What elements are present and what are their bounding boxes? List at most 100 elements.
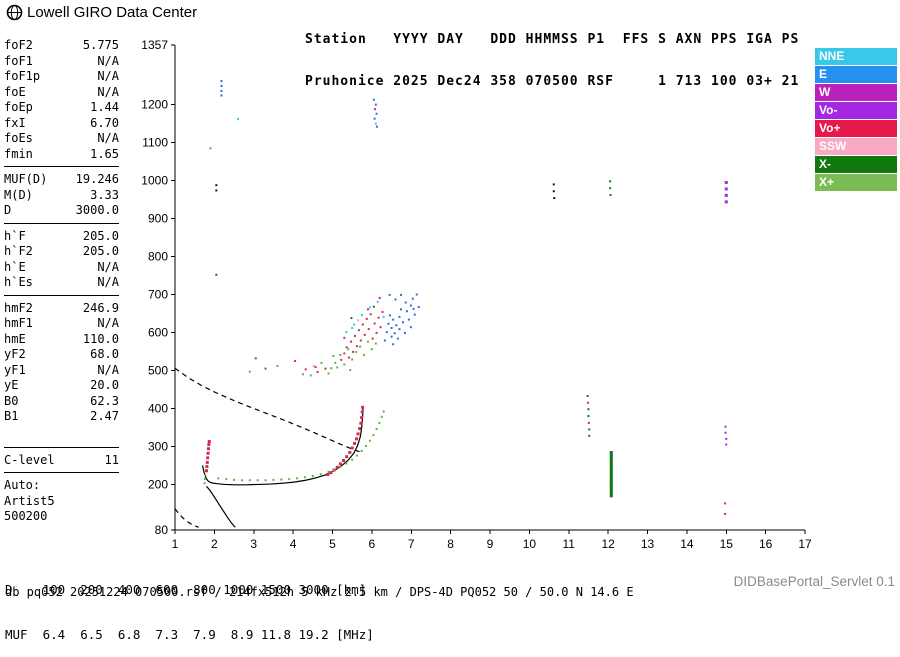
param-label: B0 [4, 393, 19, 408]
param-row: hmF2 246.9 [4, 301, 119, 317]
param-value: N/A [97, 69, 119, 83]
svg-text:7: 7 [408, 537, 415, 551]
svg-text:11: 11 [563, 537, 576, 551]
svg-text:1: 1 [172, 537, 179, 551]
param-row: foF2 5.775 [4, 38, 119, 54]
param-value: N/A [97, 259, 119, 274]
brand-bar: Lowell GIRO Data Center [6, 4, 197, 21]
param-label: C-level [4, 452, 55, 467]
param-row: Artist5 [4, 494, 119, 510]
svg-text:700: 700 [148, 288, 168, 302]
param-label: MUF(D) [4, 172, 48, 186]
param-row: h`E N/A [4, 260, 119, 276]
echo-points [209, 80, 728, 516]
param-row: 500200 [4, 509, 119, 525]
param-label: h`E [4, 259, 26, 274]
svg-text:3: 3 [250, 537, 257, 551]
param-label: Auto: [4, 478, 41, 492]
muf-row: MUF 6.4 6.5 6.8 7.3 7.9 8.9 11.8 19.2 [M… [5, 627, 374, 642]
param-label: h`F [4, 228, 26, 243]
param-value: N/A [97, 316, 119, 330]
param-value: 5.775 [82, 38, 119, 52]
param-label: B1 [4, 409, 19, 423]
param-label: foF1 [4, 53, 33, 68]
param-value: N/A [97, 53, 119, 68]
param-label: foEp [4, 100, 33, 114]
param-row: foF1 N/A [4, 54, 119, 70]
svg-text:9: 9 [487, 537, 494, 551]
param-value: 205.0 [82, 228, 119, 243]
legend-item-X-: X- [815, 156, 897, 173]
svg-text:80: 80 [155, 523, 169, 537]
svg-text:8: 8 [447, 537, 454, 551]
distance-row: D 100 200 400 600 800 1000 1500 3000 [km… [5, 582, 367, 597]
param-row: yF2 68.0 [4, 347, 119, 363]
svg-text:1000: 1000 [141, 174, 168, 188]
param-group: h`F 205.0 h`F2 205.0 h`E N/A h`Es N/A [4, 229, 119, 296]
param-label: foF1p [4, 69, 41, 83]
parameter-panel: foF2 5.775 foF1 N/A foF1p N/A foE N/A foEp 1.44 fx… [4, 38, 119, 529]
station-header-columns: Station YYYY DAY DDD HHMMSS P1 FFS S AXN… [305, 32, 800, 47]
param-row: foEp 1.44 [4, 100, 119, 116]
param-label: hmF1 [4, 316, 33, 330]
svg-text:300: 300 [148, 439, 168, 453]
param-label: D [4, 203, 12, 217]
svg-text:12: 12 [601, 537, 615, 551]
svg-text:800: 800 [148, 250, 168, 264]
param-label: 500200 [4, 509, 48, 523]
param-label: h`F2 [4, 244, 33, 258]
plot-axes: 1 2 3 4 5 6 7 8 9 10 11 12 13 14 15 16 17135712001100100… [141, 38, 812, 551]
param-value: 62.3 [90, 393, 119, 408]
param-row: yF1 N/A [4, 363, 119, 379]
param-value: N/A [97, 131, 119, 145]
giro-logo-icon [6, 4, 23, 21]
svg-text:900: 900 [148, 212, 168, 226]
legend-item-SSW: SSW [815, 138, 897, 155]
legend-item-NNE: NNE [815, 48, 897, 65]
param-value: 246.9 [82, 300, 119, 315]
param-row: yE 20.0 [4, 378, 119, 394]
param-label: Artist5 [4, 493, 55, 508]
svg-text:14: 14 [680, 537, 694, 551]
param-row: h`F2 205.0 [4, 244, 119, 260]
plot-traces [174, 367, 385, 528]
param-label: yE [4, 378, 19, 392]
param-group: C-level 11 [4, 453, 119, 473]
param-label: hmF2 [4, 300, 33, 315]
svg-text:6: 6 [369, 537, 376, 551]
param-group: Auto: Artist5 500200 [4, 478, 119, 529]
param-value: N/A [97, 84, 119, 99]
param-value: N/A [97, 275, 119, 289]
svg-text:600: 600 [148, 326, 168, 340]
svg-text:500: 500 [148, 363, 168, 377]
param-row: h`Es N/A [4, 275, 119, 291]
brand-title: Lowell GIRO Data Center [27, 4, 198, 21]
param-label: M(D) [4, 187, 33, 202]
legend-item-Vo+: Vo+ [815, 120, 897, 137]
param-value: 19.246 [75, 172, 119, 186]
station-header: Station YYYY DAY DDD HHMMSS P1 FFS S AXN… [305, 5, 799, 103]
param-group: MUF(D) 19.246 M(D) 3.33 D 3000.0 [4, 172, 119, 224]
param-row: B1 2.47 [4, 409, 119, 425]
param-row: B0 62.3 [4, 394, 119, 410]
param-row: foE N/A [4, 85, 119, 101]
param-row: hmE 110.0 [4, 332, 119, 348]
param-value: 3.33 [90, 187, 119, 202]
param-value: 6.70 [90, 115, 119, 130]
legend-item-E: E [815, 66, 897, 83]
param-label: fmin [4, 146, 33, 161]
legend-item-X+: X+ [815, 174, 897, 191]
param-row: MUF(D) 19.246 [4, 172, 119, 188]
legend-item-W: W [815, 84, 897, 101]
param-label: h`Es [4, 275, 33, 289]
svg-text:13: 13 [641, 537, 655, 551]
param-row: C-level 11 [4, 453, 119, 469]
param-label: foF2 [4, 38, 33, 52]
param-group: hmF2 246.9 hmF1 N/A hmE 110.0 yF2 68.0 yF1 N/A yE 2… [4, 301, 119, 448]
param-label: foEs [4, 131, 33, 145]
param-label: yF1 [4, 362, 26, 377]
param-value: 68.0 [90, 347, 119, 361]
svg-text:1100: 1100 [142, 136, 168, 150]
param-value: 1.44 [90, 100, 119, 114]
param-value: 20.0 [90, 378, 119, 392]
